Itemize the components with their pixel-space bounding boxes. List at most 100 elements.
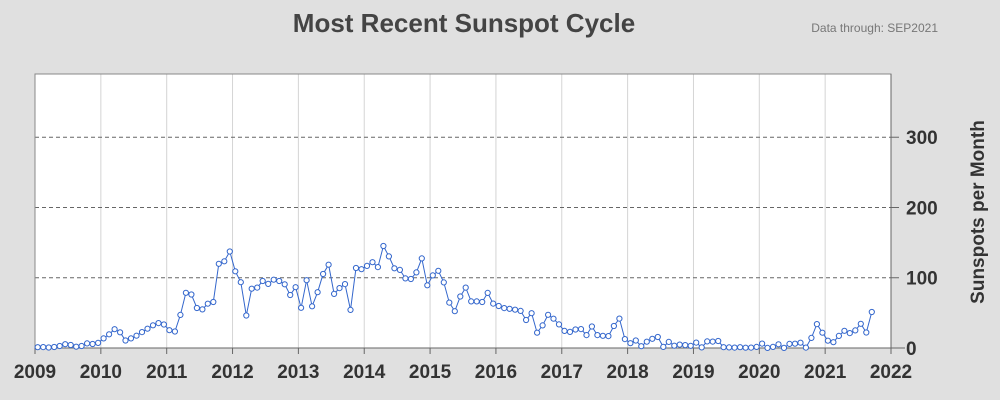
data-point	[292, 284, 299, 291]
data-point	[769, 343, 777, 350]
data-point	[440, 279, 447, 286]
data-point	[715, 337, 722, 345]
data-point	[138, 329, 146, 336]
data-point	[309, 303, 316, 310]
data-point	[676, 341, 683, 348]
data-point	[424, 282, 431, 289]
data-point	[259, 277, 266, 285]
data-point	[698, 344, 705, 351]
data-point	[737, 344, 744, 351]
data-point	[775, 341, 782, 348]
data-point	[709, 338, 716, 345]
chart-subtitle: Data through: SEP2021	[811, 21, 938, 35]
data-point	[111, 326, 118, 333]
data-point	[320, 270, 327, 278]
data-point	[160, 321, 167, 328]
data-point	[748, 344, 755, 351]
data-point	[204, 300, 211, 307]
data-point	[336, 285, 343, 292]
data-point	[495, 302, 502, 310]
data-point	[583, 332, 590, 339]
data-point	[385, 253, 392, 260]
data-point	[490, 300, 497, 307]
x-tick-label: 2010	[80, 362, 122, 383]
data-point	[331, 290, 338, 297]
data-point	[616, 315, 623, 322]
data-point	[78, 342, 85, 350]
data-point	[759, 340, 766, 347]
data-point	[51, 343, 58, 351]
data-point	[34, 344, 41, 351]
x-tick-label: 2020	[738, 362, 780, 383]
x-tick-label: 2012	[211, 362, 253, 383]
data-point	[742, 344, 749, 351]
data-point	[287, 291, 294, 299]
data-point	[528, 310, 535, 317]
data-point	[572, 326, 579, 333]
data-point	[863, 329, 870, 336]
x-tick-label: 2018	[606, 362, 648, 383]
data-point	[199, 306, 206, 313]
data-point	[588, 323, 596, 330]
data-point	[555, 321, 563, 328]
data-point	[468, 298, 475, 305]
data-point	[144, 325, 151, 332]
data-point	[780, 344, 788, 351]
data-point	[56, 342, 63, 350]
data-point	[237, 279, 244, 286]
x-tick-label: 2022	[870, 362, 912, 383]
data-point	[149, 322, 157, 329]
y-gridlines	[35, 136, 891, 279]
data-point	[605, 333, 612, 340]
data-point	[127, 335, 135, 342]
data-point	[369, 259, 376, 266]
data-point	[182, 289, 189, 296]
data-point	[270, 276, 277, 283]
data-point	[484, 289, 491, 296]
data-point	[835, 332, 843, 339]
data-point	[100, 335, 107, 342]
data-point	[177, 311, 184, 318]
data-point	[171, 328, 178, 335]
data-point	[643, 338, 650, 345]
data-point	[599, 332, 607, 339]
data-point	[325, 261, 332, 268]
data-point	[358, 266, 365, 273]
series-group	[34, 242, 875, 351]
x-tick-label: 2021	[804, 362, 847, 383]
data-point	[210, 298, 217, 306]
data-point	[45, 344, 52, 351]
data-point	[621, 336, 629, 343]
data-point	[824, 337, 832, 344]
data-point	[731, 344, 738, 351]
x-tick-label: 2016	[475, 362, 517, 383]
data-point	[232, 268, 239, 275]
data-point	[226, 248, 233, 255]
data-point	[791, 340, 799, 347]
data-point	[545, 311, 552, 318]
data-point	[506, 305, 513, 312]
data-point	[797, 339, 804, 346]
data-point	[726, 344, 733, 351]
data-point	[221, 258, 228, 265]
data-point	[577, 326, 585, 333]
data-point	[534, 329, 541, 336]
data-point	[649, 335, 656, 342]
data-point	[846, 330, 853, 337]
data-point	[451, 308, 458, 315]
data-point	[802, 344, 810, 351]
data-point	[671, 342, 678, 349]
data-point	[857, 320, 864, 327]
data-point	[40, 344, 47, 351]
y-tick-label: 300	[906, 128, 938, 149]
data-point	[566, 328, 574, 335]
data-point	[539, 322, 546, 329]
data-point	[193, 304, 200, 312]
data-point	[380, 242, 387, 250]
x-tick-label: 2017	[541, 362, 583, 383]
y-tick-label: 200	[906, 198, 938, 219]
data-point	[341, 281, 349, 288]
data-point	[413, 269, 420, 276]
data-point	[852, 327, 859, 334]
